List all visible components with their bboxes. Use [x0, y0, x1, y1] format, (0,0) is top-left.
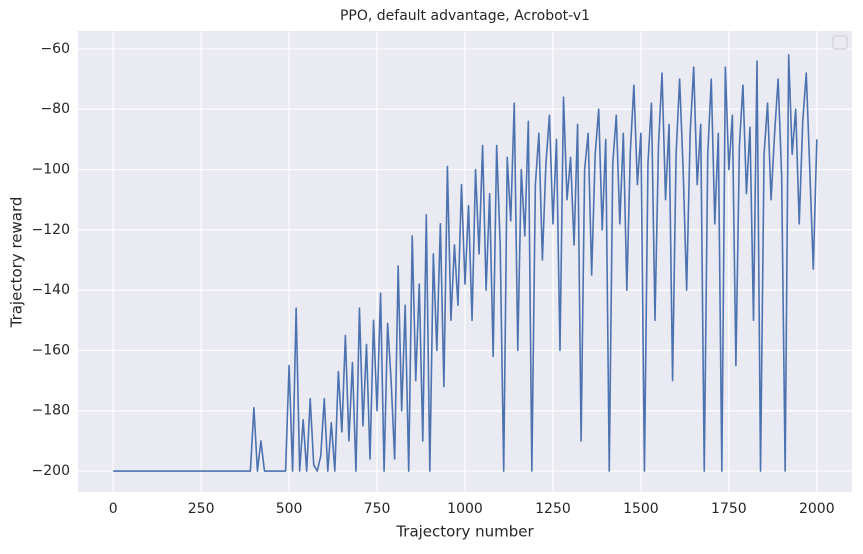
y-tick-label: −180: [32, 403, 70, 419]
x-tick-label: 750: [364, 501, 391, 517]
y-tick-label: −140: [32, 282, 70, 298]
y-tick-label: −160: [32, 342, 70, 358]
y-tick-label: −80: [40, 101, 70, 117]
y-tick-label: −200: [32, 463, 70, 479]
x-axis-label: Trajectory number: [395, 523, 534, 541]
marks: [113, 54, 818, 472]
grid: [78, 31, 852, 492]
x-tick-label: 0: [109, 501, 118, 517]
x-tick-label: 250: [188, 501, 215, 517]
x-tick-label: 2000: [799, 501, 835, 517]
legend: [832, 35, 848, 50]
x-tick-label: 500: [276, 501, 303, 517]
x-tick-label: 1500: [623, 501, 659, 517]
y-tick-label: −100: [32, 162, 70, 178]
x-tick-label: 1750: [711, 501, 747, 517]
y-axis-label: Trajectory reward: [8, 197, 26, 329]
chart-title: PPO, default advantage, Acrobot-v1: [340, 8, 590, 24]
data-line: [113, 54, 818, 472]
y-tick-label: −120: [32, 222, 70, 238]
y-tick-label: −60: [40, 41, 70, 57]
x-tick-label: 1250: [535, 501, 571, 517]
x-tick-label: 1000: [447, 501, 483, 517]
